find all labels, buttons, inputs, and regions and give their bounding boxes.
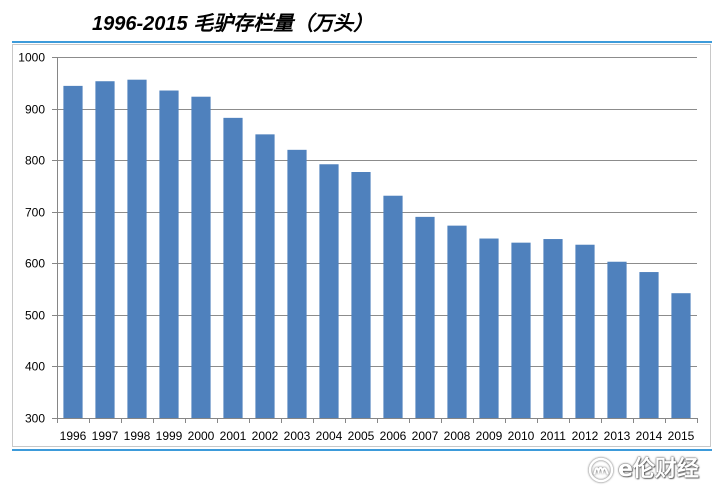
y-tick-label-800: 800 xyxy=(25,154,45,168)
bar-2013 xyxy=(607,261,627,418)
logo-icon xyxy=(588,457,614,483)
bar-2007 xyxy=(415,216,435,418)
bar-2010 xyxy=(511,242,531,418)
y-tick-label-1000: 1000 xyxy=(18,51,45,65)
x-tick-label-2006: 2006 xyxy=(380,429,407,443)
bar-2002 xyxy=(255,134,275,418)
y-tick-labels: 300 400 500 600 700 800 900 1000 xyxy=(18,51,45,426)
x-tick-label-2008: 2008 xyxy=(444,429,471,443)
bar-2014 xyxy=(639,272,659,418)
x-tick-label-2014: 2014 xyxy=(636,429,663,443)
x-tick-label-2013: 2013 xyxy=(604,429,631,443)
bar-2001 xyxy=(223,117,243,419)
x-tick-label-2004: 2004 xyxy=(316,429,343,443)
bar-2005 xyxy=(351,172,371,418)
x-tick-label-1997: 1997 xyxy=(92,429,119,443)
axes xyxy=(52,57,698,423)
bar-2011 xyxy=(543,239,563,418)
x-tick-label-2010: 2010 xyxy=(508,429,535,443)
bars xyxy=(63,79,691,419)
bar-2003 xyxy=(287,149,307,419)
y-tick-label-600: 600 xyxy=(25,257,45,271)
bar-2006 xyxy=(383,195,403,418)
x-tick-label-1996: 1996 xyxy=(60,429,87,443)
bar-2008 xyxy=(447,225,467,418)
x-tick-label-1998: 1998 xyxy=(124,429,151,443)
bar-1996 xyxy=(63,85,83,418)
bar-2015 xyxy=(671,293,691,418)
x-tick-labels: 1996 1997 1998 1999 2000 2001 2002 2003 2004 2005… xyxy=(60,429,695,443)
bar-2012 xyxy=(575,244,595,418)
watermark: e伦财经 xyxy=(588,454,699,486)
x-tick-label-1999: 1999 xyxy=(156,429,183,443)
x-tick-label-2015: 2015 xyxy=(668,429,695,443)
x-tick-label-2002: 2002 xyxy=(252,429,279,443)
y-tick-label-900: 900 xyxy=(25,103,45,117)
bar-2004 xyxy=(319,164,339,418)
x-tick-label-2012: 2012 xyxy=(572,429,599,443)
y-tick-label-300: 300 xyxy=(25,412,45,426)
bar-2009 xyxy=(479,238,499,418)
bar-1997 xyxy=(95,81,115,418)
x-tick-label-2001: 2001 xyxy=(220,429,247,443)
x-tick-label-2003: 2003 xyxy=(284,429,311,443)
bar-1999 xyxy=(159,90,179,419)
x-tick-label-2005: 2005 xyxy=(348,429,375,443)
x-tick-label-2009: 2009 xyxy=(476,429,503,443)
y-tick-label-400: 400 xyxy=(25,360,45,374)
x-tick-label-2011: 2011 xyxy=(540,429,566,443)
bar-2000 xyxy=(191,96,211,419)
y-tick-label-700: 700 xyxy=(25,206,45,220)
x-tick-label-2000: 2000 xyxy=(188,429,215,443)
page-title: 1996-2015 毛驴存栏量（万头） xyxy=(92,13,374,35)
y-tick-label-500: 500 xyxy=(25,309,45,323)
watermark-text: e伦财经 xyxy=(618,457,699,482)
x-tick-label-2007: 2007 xyxy=(412,429,439,443)
bar-1998 xyxy=(127,79,147,418)
